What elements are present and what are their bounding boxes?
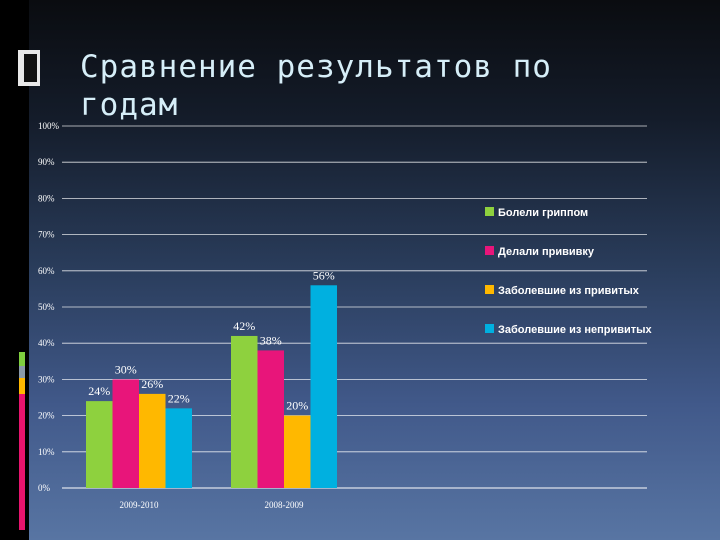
decorative-frame-inner (24, 54, 37, 82)
bar (284, 415, 311, 488)
legend-label: Делали прививку (498, 246, 595, 258)
decorative-bar-pink (19, 394, 25, 530)
decorative-bar-gray (19, 366, 25, 378)
legend-swatch (485, 285, 494, 294)
legend-label: Болели гриппом (498, 207, 588, 219)
legend-label: Заболевшие из привитых (498, 285, 640, 297)
y-tick-label: 40% (38, 338, 55, 348)
x-category-label: 2008-2009 (265, 500, 304, 510)
bar (112, 379, 139, 488)
bar (86, 401, 113, 488)
bar (139, 393, 166, 488)
y-tick-label: 20% (38, 411, 55, 421)
bar (231, 335, 258, 488)
y-tick-label: 60% (38, 266, 55, 276)
slide-title: Сравнение результатов по годам (80, 49, 552, 123)
decorative-bar-green (19, 352, 25, 366)
data-label: 42% (233, 319, 255, 333)
legend-swatch (485, 207, 494, 216)
data-label: 56% (313, 268, 335, 282)
y-tick-label: 0% (38, 483, 51, 493)
y-tick-label: 10% (38, 447, 55, 457)
y-tick-label: 70% (38, 230, 55, 240)
decorative-bar-orange (19, 378, 25, 394)
legend-swatch (485, 246, 494, 255)
data-label: 26% (141, 377, 163, 391)
legend-label: Заболевшие из непривитых (498, 324, 653, 336)
data-label: 22% (168, 391, 190, 405)
bar (165, 408, 192, 488)
y-tick-label: 80% (38, 193, 55, 203)
data-label: 38% (260, 333, 282, 347)
data-label: 24% (88, 384, 110, 398)
y-tick-label: 100% (38, 121, 60, 131)
bar (310, 285, 337, 488)
y-tick-label: 30% (38, 374, 55, 384)
x-category-label: 2009-2010 (120, 500, 159, 510)
data-label: 30% (115, 362, 137, 376)
bar (257, 350, 284, 488)
data-label: 20% (286, 399, 308, 413)
y-tick-label: 50% (38, 302, 55, 312)
legend-swatch (485, 324, 494, 333)
y-tick-label: 90% (38, 157, 55, 167)
